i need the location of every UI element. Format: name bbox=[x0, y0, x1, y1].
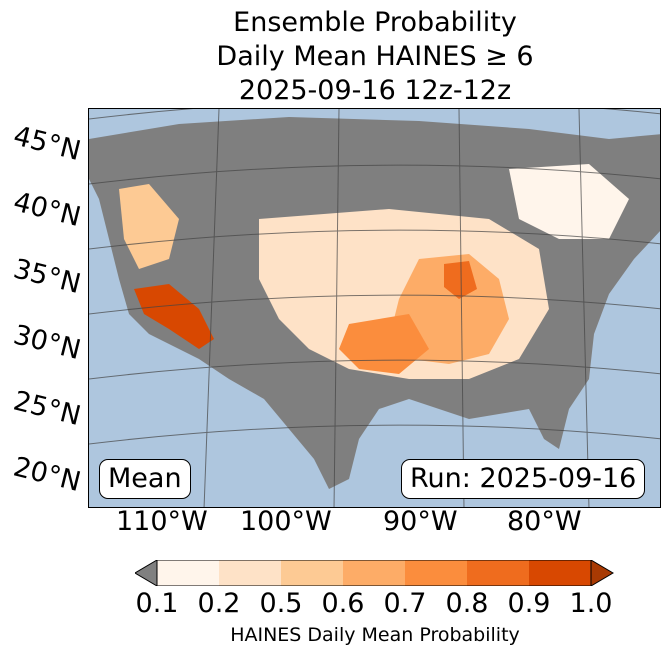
colorbar-bin-6 bbox=[467, 560, 529, 586]
colorbar-label: HAINES Daily Mean Probability bbox=[230, 624, 520, 646]
colorbar-tick-0.9: 0.9 bbox=[507, 588, 551, 619]
lat-label-35: 35°N bbox=[10, 253, 84, 301]
colorbar-tick-1.0: 1.0 bbox=[569, 588, 613, 619]
lat-label-30: 30°N bbox=[10, 319, 84, 367]
lat-label-25: 25°N bbox=[10, 385, 84, 433]
colorbar-bin-3 bbox=[281, 560, 343, 586]
colorbar-bin-1 bbox=[157, 560, 219, 586]
lon-label-100: 100°W bbox=[240, 506, 332, 537]
prob-region-westcoast bbox=[119, 184, 179, 269]
colorbar-over-arrow bbox=[590, 560, 614, 586]
colorbar-under-arrow bbox=[135, 560, 158, 586]
title-line-2: Daily Mean HAINES ≥ 6 bbox=[216, 41, 534, 72]
colorbar-tick-0.8: 0.8 bbox=[445, 588, 489, 619]
colorbar-tick-0.1: 0.1 bbox=[135, 588, 179, 619]
mean-badge: Mean bbox=[99, 459, 191, 499]
colorbar-bin-5 bbox=[405, 560, 467, 586]
prob-region-southcentral bbox=[339, 314, 429, 374]
graticule bbox=[89, 109, 660, 507]
colorbar-tick-0.2: 0.2 bbox=[197, 588, 241, 619]
run-badge: Run: 2025-09-16 bbox=[401, 459, 646, 499]
lat-label-20: 20°N bbox=[10, 451, 84, 499]
colorbar-bin-2 bbox=[219, 560, 281, 586]
lon-label-80: 80°W bbox=[507, 506, 582, 537]
title-line-3: 2025-09-16 12z-12z bbox=[238, 75, 512, 106]
title-line-1: Ensemble Probability bbox=[233, 7, 517, 38]
colorbar-tick-0.5: 0.5 bbox=[259, 588, 303, 619]
map-panel: Mean Run: 2025-09-16 bbox=[88, 108, 661, 508]
lon-label-90: 90°W bbox=[383, 506, 458, 537]
colorbar-tick-0.6: 0.6 bbox=[321, 588, 365, 619]
prob-region-southwest bbox=[134, 284, 214, 349]
colorbar-bin-7 bbox=[529, 560, 591, 586]
colorbar bbox=[135, 560, 614, 586]
prob-region-midsouth bbox=[444, 261, 477, 299]
probability-field bbox=[119, 164, 629, 379]
colorbar-frame bbox=[156, 560, 592, 586]
map-canvas bbox=[89, 109, 660, 507]
lat-label-40: 40°N bbox=[10, 186, 84, 234]
prob-region-northeast bbox=[509, 164, 629, 239]
colorbar-bin-4 bbox=[343, 560, 405, 586]
lon-label-110: 110°W bbox=[116, 506, 208, 537]
colorbar-tick-0.7: 0.7 bbox=[383, 588, 427, 619]
lat-label-45: 45°N bbox=[10, 120, 84, 168]
